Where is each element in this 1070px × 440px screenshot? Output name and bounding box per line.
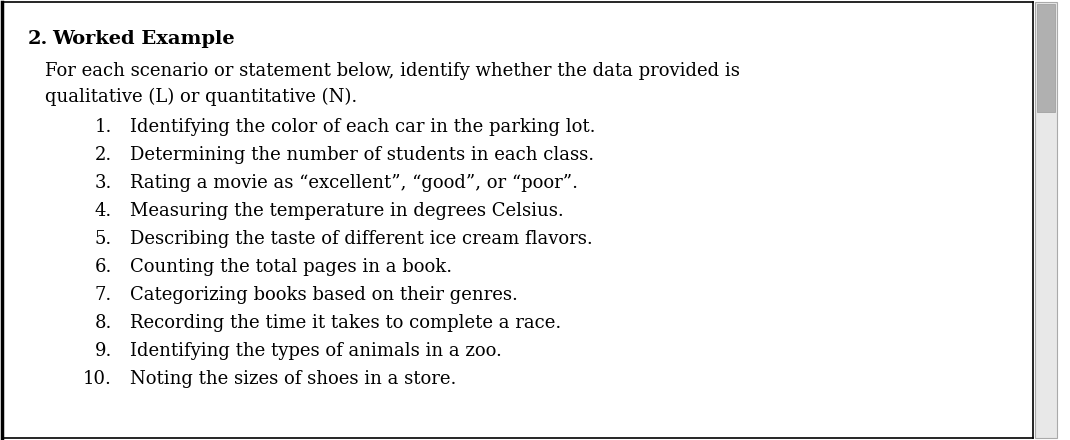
Text: 2.: 2. bbox=[28, 30, 48, 48]
Text: 5.: 5. bbox=[95, 230, 112, 248]
Text: For each scenario or statement below, identify whether the data provided is: For each scenario or statement below, id… bbox=[45, 62, 739, 80]
Text: 9.: 9. bbox=[94, 342, 112, 360]
Bar bbox=[1035, 2, 1057, 438]
Text: Categorizing books based on their genres.: Categorizing books based on their genres… bbox=[129, 286, 518, 304]
Text: qualitative (L) or quantitative (N).: qualitative (L) or quantitative (N). bbox=[45, 88, 357, 106]
Text: 6.: 6. bbox=[94, 258, 112, 276]
Text: Identifying the color of each car in the parking lot.: Identifying the color of each car in the… bbox=[129, 118, 596, 136]
Text: Noting the sizes of shoes in a store.: Noting the sizes of shoes in a store. bbox=[129, 370, 457, 388]
Text: 2.: 2. bbox=[95, 146, 112, 164]
Text: Rating a movie as “excellent”, “good”, or “poor”.: Rating a movie as “excellent”, “good”, o… bbox=[129, 174, 578, 192]
Bar bbox=[1037, 4, 1055, 112]
Text: Counting the total pages in a book.: Counting the total pages in a book. bbox=[129, 258, 453, 276]
Text: Describing the taste of different ice cream flavors.: Describing the taste of different ice cr… bbox=[129, 230, 593, 248]
Text: 4.: 4. bbox=[95, 202, 112, 220]
Text: 3.: 3. bbox=[94, 174, 112, 192]
Text: Recording the time it takes to complete a race.: Recording the time it takes to complete … bbox=[129, 314, 562, 332]
Text: Determining the number of students in each class.: Determining the number of students in ea… bbox=[129, 146, 594, 164]
Text: 10.: 10. bbox=[83, 370, 112, 388]
Text: 1.: 1. bbox=[94, 118, 112, 136]
Text: Worked Example: Worked Example bbox=[52, 30, 234, 48]
Text: Measuring the temperature in degrees Celsius.: Measuring the temperature in degrees Cel… bbox=[129, 202, 564, 220]
Text: 7.: 7. bbox=[95, 286, 112, 304]
Text: Identifying the types of animals in a zoo.: Identifying the types of animals in a zo… bbox=[129, 342, 502, 360]
Text: 8.: 8. bbox=[94, 314, 112, 332]
